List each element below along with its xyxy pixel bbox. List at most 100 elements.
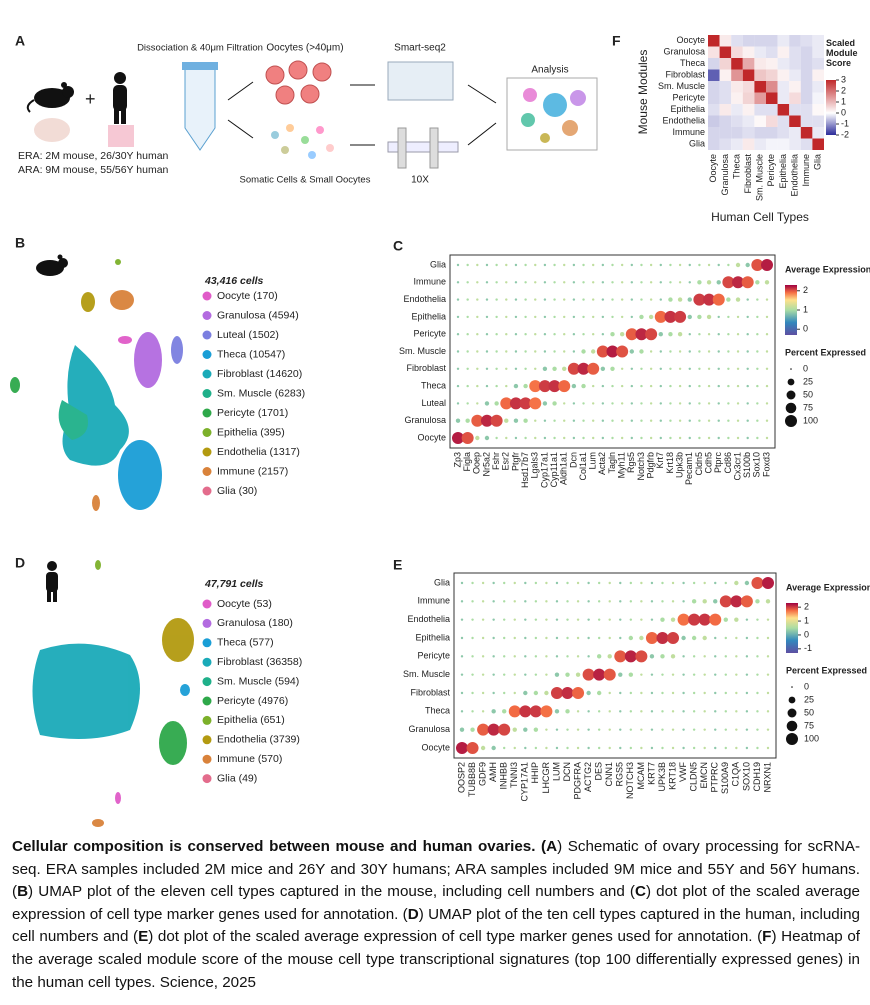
dot [597,618,601,621]
dot [524,436,527,440]
heatmap-cell [719,35,732,47]
dot [736,436,740,440]
dot [545,618,548,621]
col-label: Endothelia [789,154,799,197]
dot [481,710,485,713]
dot [702,635,707,641]
heatmap-cell [754,138,766,150]
dot [456,367,460,370]
dot [529,397,542,410]
dot [746,350,749,353]
dot [566,618,569,621]
legend-label: Pericyte (4976) [217,695,288,707]
row-label: Theca [425,706,450,716]
dot [640,728,643,731]
row-label: Sm. Muscle [403,669,450,679]
dot [533,690,539,696]
dot [765,599,771,604]
dot [601,419,605,422]
row-label: Endothelia [662,116,705,126]
dot [561,687,574,699]
dot [706,314,712,320]
row-label: Theca [680,58,705,68]
dot [460,710,464,713]
gene-label: Figla [462,452,472,472]
dot [554,709,560,714]
dot [766,618,770,621]
col-label: Epithelia [778,154,788,189]
dot [650,600,654,603]
dot [587,618,590,621]
gene-label: Zp3 [452,452,462,468]
dot [513,418,519,423]
heatmap-cell [812,58,824,70]
dot [572,419,576,422]
heatmap-cell [789,46,801,58]
dot [659,281,662,284]
heatmap-cell [800,127,813,139]
gene-label: Fshr [491,452,501,470]
dot [628,635,634,641]
heatmap-cell [766,46,778,58]
dot [534,333,537,336]
dot [555,655,559,658]
dot [555,746,559,750]
dot [660,617,665,622]
dot [698,402,701,405]
heatmap-cell [708,104,720,116]
gene-label: Dcn [568,452,578,468]
dot [674,310,687,323]
dot [691,635,697,641]
dot [707,436,711,440]
dot [765,384,769,388]
caption-segment: E [138,928,149,946]
dot [534,636,538,640]
dot [591,298,595,301]
dot [717,384,720,388]
chip-icon [387,141,459,153]
dot [746,384,749,388]
dot [513,746,516,750]
dot [629,691,633,695]
dot [597,581,601,585]
caption-segment: D [407,905,419,923]
dot [601,298,605,301]
dot [687,314,692,320]
panel-label: F [612,33,621,49]
dot [724,710,727,713]
gene-label: EMCN [699,762,709,789]
heatmap-cell [766,104,778,116]
gene-label: TNNI3 [509,762,519,788]
dot [678,367,682,370]
step-text: Dissociation & 40μm Filtration [137,43,263,54]
dot [495,263,498,267]
dot [727,315,730,319]
heatmap-cell [708,138,720,150]
heatmap-cell [789,138,801,150]
dot [476,263,479,267]
dot [727,333,730,336]
row-label: Theca [421,380,446,390]
dot [460,600,464,603]
dot [460,581,464,585]
dot [492,618,495,621]
dot [550,687,563,699]
dot [659,419,662,422]
dot [717,402,720,405]
col-label: Immune [801,154,811,187]
dot [682,655,685,658]
dot [485,384,489,388]
legend-label: Granulosa (4594) [217,309,299,321]
dot [577,362,590,375]
dot [581,349,586,354]
dot [566,746,569,750]
arrows [350,84,375,146]
dot [543,298,547,301]
dot [611,402,614,405]
dot [649,263,653,267]
heatmap-cell [800,81,813,93]
tick-label: 50 [804,707,814,717]
legend-swatch [202,754,212,764]
dot [698,367,701,370]
